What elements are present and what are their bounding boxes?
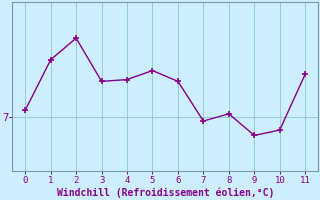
X-axis label: Windchill (Refroidissement éolien,°C): Windchill (Refroidissement éolien,°C): [57, 187, 274, 198]
